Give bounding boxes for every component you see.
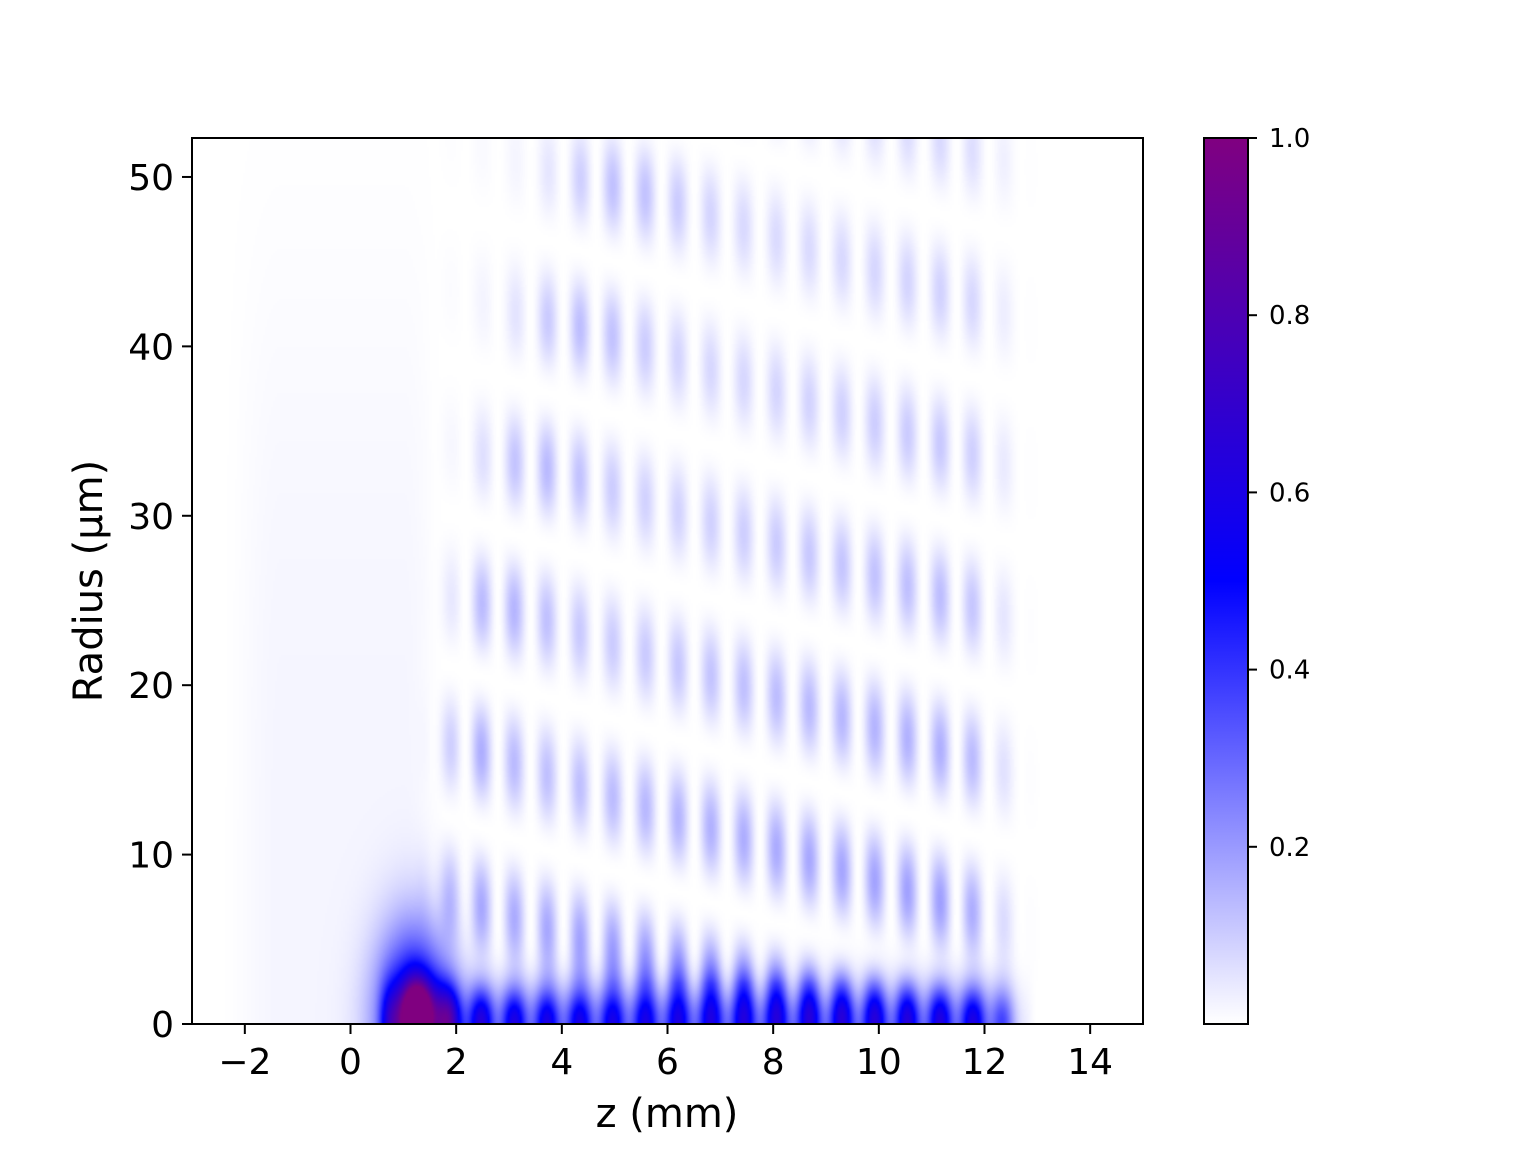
y-axis-label: Radius (μm) [66,460,112,702]
x-axis-label: z (mm) [596,1091,739,1137]
x-tick-label: 14 [1067,1042,1113,1083]
colorbar-tick-label: 0.6 [1269,478,1310,508]
x-tick-label: 0 [339,1042,362,1083]
x-tick-label: 10 [856,1042,902,1083]
x-tick-label: 8 [762,1042,785,1083]
x-tick-label: −2 [218,1042,271,1083]
colorbar-tick-label: 0.8 [1269,301,1310,331]
colorbar-gradient [1204,138,1248,1024]
y-axis-ticks: 0 10 20 30 40 50 [128,158,192,1046]
x-tick-label: 4 [550,1042,573,1083]
plot-area [191,137,1144,1025]
y-tick-label: 10 [128,836,174,877]
colorbar-tick-label: 0.4 [1269,656,1310,686]
y-tick-label: 20 [128,666,174,707]
y-tick-label: 0 [151,1005,174,1046]
x-tick-label: 12 [962,1042,1008,1083]
y-tick-label: 40 [128,327,174,368]
y-tick-label: 30 [128,497,174,538]
x-tick-label: 6 [656,1042,679,1083]
colorbar-ticks: 0.2 0.4 0.6 0.8 1.0 [1248,124,1310,863]
x-tick-label: 2 [445,1042,468,1083]
colorbar-tick-label: 0.2 [1269,833,1310,863]
colorbar-frame [1203,137,1249,1025]
x-axis-ticks: −2 0 2 4 6 8 10 12 14 [218,1024,1113,1083]
colorbar: 0.2 0.4 0.6 0.8 1.0 [1203,124,1310,1025]
colorbar-tick-label: 1.0 [1269,124,1310,154]
intensity-heatmap [192,138,1143,1024]
y-tick-label: 50 [128,158,174,199]
